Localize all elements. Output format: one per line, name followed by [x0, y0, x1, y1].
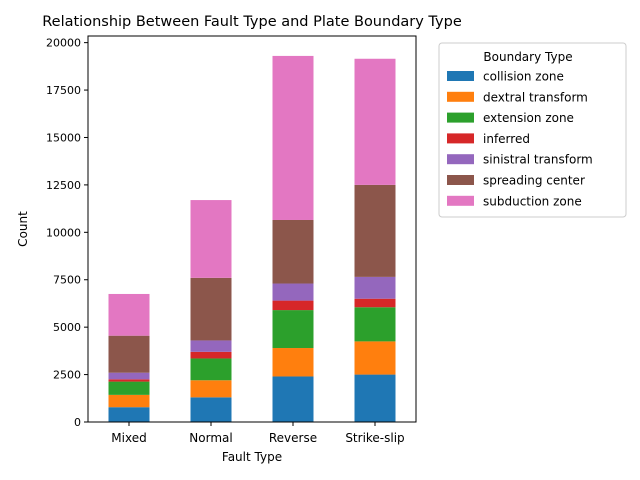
- bar-segment-dextral-transform-reverse: [272, 348, 314, 377]
- plot-frame: [87, 35, 417, 423]
- y-tick-label: 0: [74, 416, 81, 429]
- bar-segment-extension-zone-reverse: [272, 310, 314, 349]
- bar-segment-extension-zone-normal: [190, 358, 232, 381]
- bar-segment-sinistral-transform-normal: [190, 340, 232, 352]
- legend-label: extension zone: [483, 111, 574, 125]
- legend: Boundary Type collision zone dextral tran…: [438, 42, 627, 218]
- y-tick-label: 17500: [46, 84, 81, 97]
- legend-label: dextral transform: [483, 90, 588, 104]
- bar-segment-inferred-reverse: [272, 300, 314, 311]
- legend-swatch: [447, 175, 474, 185]
- bar-segment-collision-zone-mixed: [108, 407, 150, 422]
- y-tick-label: 10000: [46, 226, 81, 239]
- bar-segment-subduction-zone-mixed: [108, 293, 150, 336]
- bar-segment-sinistral-transform-mixed: [108, 372, 150, 380]
- y-axis: 0 2500 5000 7500 10000 12500 15000 17500 20000: [46, 37, 88, 429]
- bar-segment-inferred-mixed: [108, 379, 150, 382]
- legend-title: Boundary Type: [483, 50, 572, 64]
- bar-segment-sinistral-transform-reverse: [272, 283, 314, 301]
- bar-segment-subduction-zone-strike-slip: [354, 58, 396, 185]
- y-tick-label: 15000: [46, 131, 81, 144]
- legend-label: inferred: [483, 132, 530, 146]
- bar-segment-collision-zone-reverse: [272, 376, 314, 422]
- bar-segment-collision-zone-normal: [190, 397, 232, 422]
- bar-segment-dextral-transform-mixed: [108, 394, 150, 408]
- x-tick-label: Reverse: [269, 431, 317, 445]
- legend-swatch: [447, 71, 474, 81]
- legend-swatch: [447, 195, 474, 206]
- bar-segment-inferred-normal: [190, 351, 232, 359]
- bar-segment-dextral-transform-normal: [190, 380, 232, 398]
- x-axis: Mixed Normal Reverse Strike-slip: [111, 422, 405, 445]
- y-tick-label: 20000: [46, 37, 81, 50]
- x-tick-label: Normal: [189, 431, 232, 445]
- bar-segment-sinistral-transform-strike-slip: [354, 276, 396, 299]
- y-axis-label: Count: [16, 211, 30, 247]
- bar-segment-subduction-zone-normal: [190, 200, 232, 278]
- bar-segment-extension-zone-mixed: [108, 381, 150, 395]
- legend-swatch: [447, 133, 474, 144]
- bar-segment-extension-zone-strike-slip: [354, 307, 396, 342]
- bar-segment-spreading-center-normal: [190, 277, 232, 341]
- legend-swatch: [447, 112, 474, 123]
- bar-segment-inferred-strike-slip: [354, 298, 396, 308]
- y-tick-label: 2500: [53, 369, 81, 382]
- chart-title: Relationship Between Fault Type and Plat…: [42, 14, 462, 30]
- bars-layer: [108, 55, 396, 422]
- legend-label: spreading center: [483, 174, 585, 188]
- x-tick-label: Mixed: [111, 431, 146, 445]
- x-axis-label: Fault Type: [222, 450, 282, 464]
- bar-segment-spreading-center-reverse: [272, 219, 314, 284]
- legend-label: subduction zone: [483, 194, 582, 208]
- legend-label: sinistral transform: [483, 153, 593, 167]
- bar-segment-spreading-center-strike-slip: [354, 184, 396, 277]
- legend-frame: [438, 42, 627, 218]
- y-tick-label: 7500: [53, 274, 81, 287]
- legend-swatch: [447, 91, 474, 102]
- bar-segment-dextral-transform-strike-slip: [354, 341, 396, 375]
- bar-segment-subduction-zone-reverse: [272, 55, 314, 220]
- y-tick-label: 12500: [46, 179, 81, 192]
- legend-swatch: [447, 154, 474, 165]
- x-tick-label: Strike-slip: [345, 431, 404, 445]
- bar-segment-collision-zone-strike-slip: [354, 374, 396, 422]
- y-tick-label: 5000: [53, 321, 81, 334]
- legend-label: collision zone: [483, 70, 564, 84]
- bar-segment-spreading-center-mixed: [108, 335, 150, 373]
